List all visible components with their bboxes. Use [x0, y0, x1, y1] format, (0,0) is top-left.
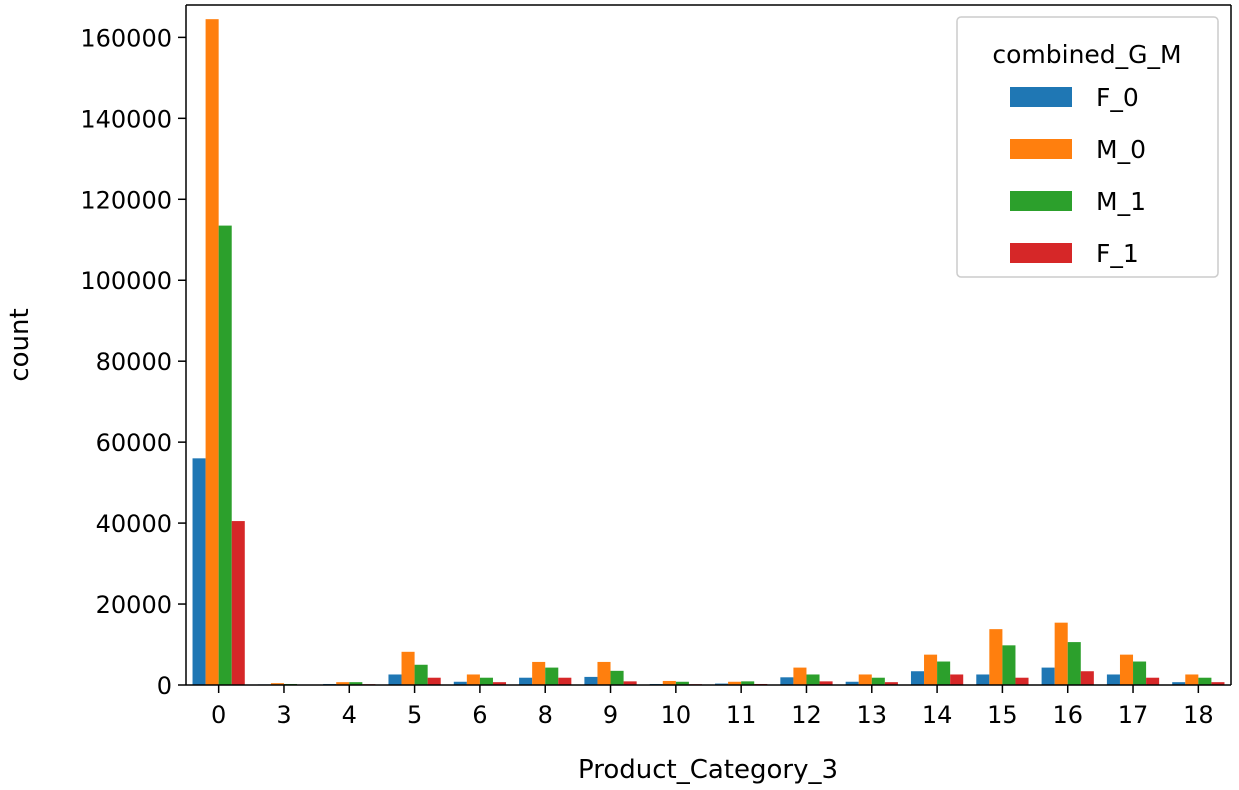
bar-M_0-12: [793, 667, 807, 685]
legend-title: combined_G_M: [992, 40, 1181, 69]
bar-M_1-5: [414, 664, 428, 685]
x-tick-label: 6: [472, 701, 487, 729]
bar-F_1-13: [884, 682, 898, 685]
bar-F_1-17: [1146, 677, 1160, 685]
bar-M_0-16: [1054, 622, 1068, 685]
x-tick-label: 4: [342, 701, 357, 729]
bar-F_0-9: [584, 676, 598, 685]
bar-M_0-13: [858, 674, 872, 685]
bar-F_0-13: [845, 681, 859, 685]
x-tick-label: 17: [1118, 701, 1149, 729]
legend: combined_G_M F_0 M_0 M_1 F_1: [956, 16, 1219, 278]
bar-F_1-8: [558, 677, 572, 685]
legend-frame: [956, 16, 1219, 278]
bar-M_0-5: [401, 651, 415, 685]
x-tick-label: 13: [857, 701, 888, 729]
x-tick-label: 5: [407, 701, 422, 729]
bar-F_1-12: [819, 681, 833, 685]
x-axis: 0 3 4 5 6 8 9 10 11 12 13 14 15 16 17 18: [211, 685, 1214, 729]
y-tick-label: 160000: [80, 24, 172, 52]
y-tick-label: 140000: [80, 105, 172, 133]
y-tick-label: 80000: [96, 348, 172, 376]
x-tick-label: 10: [661, 701, 692, 729]
y-tick-label: 40000: [96, 510, 172, 538]
bar-F_0-8: [519, 677, 533, 685]
bar-M_1-8: [545, 667, 559, 685]
bar-F_1-15: [1015, 677, 1029, 685]
x-tick-label: 12: [791, 701, 822, 729]
bar-F_1-0: [231, 521, 245, 685]
y-axis: 0 20000 40000 60000 80000 100000 120000 140000 1…: [80, 24, 186, 700]
bar-M_1-0: [218, 225, 232, 685]
legend-swatch-M_1: [1010, 191, 1072, 211]
y-tick-label: 100000: [80, 267, 172, 295]
bar-M_1-13: [871, 677, 885, 685]
bar-M_0-11: [728, 681, 742, 685]
x-axis-label: Product_Category_3: [578, 755, 838, 785]
bar-F_0-6: [453, 681, 467, 685]
x-tick-label: 18: [1183, 701, 1214, 729]
bar-F_0-17: [1106, 674, 1120, 685]
x-tick-label: 3: [276, 701, 291, 729]
legend-label-F_1: F_1: [1096, 239, 1139, 268]
bar-F_1-16: [1080, 671, 1094, 685]
bar-F_0-15: [976, 674, 990, 685]
bar-M_1-17: [1133, 661, 1147, 685]
bar-M_1-6: [479, 677, 493, 685]
bar-F_0-5: [388, 674, 402, 685]
bar-M_0-9: [597, 661, 611, 685]
legend-label-M_0: M_0: [1096, 135, 1146, 164]
legend-swatch-F_0: [1010, 87, 1072, 107]
bar-M_1-12: [806, 674, 820, 685]
bar-F_0-14: [910, 671, 925, 685]
bar-F_0-16: [1041, 667, 1055, 685]
x-tick-label: 9: [603, 701, 618, 729]
legend-label-F_0: F_0: [1096, 83, 1139, 112]
bar-F_1-18: [1211, 682, 1225, 685]
bar-M_0-15: [989, 629, 1003, 685]
x-tick-label: 14: [922, 701, 953, 729]
y-tick-label: 20000: [96, 591, 172, 619]
x-tick-label: 15: [987, 701, 1018, 729]
bar-M_0-10: [662, 680, 676, 685]
bar-M_0-6: [466, 674, 480, 685]
legend-label-M_1: M_1: [1096, 187, 1146, 216]
y-tick-label: 0: [157, 672, 172, 700]
legend-swatch-F_1: [1010, 243, 1072, 263]
bar-F_0-0: [192, 458, 206, 685]
x-tick-label: 11: [726, 701, 757, 729]
bar-M_0-14: [924, 654, 938, 685]
x-tick-label: 16: [1052, 701, 1083, 729]
bar-M_0-0: [205, 19, 219, 685]
x-tick-label: 8: [538, 701, 553, 729]
bar-M_0-8: [532, 661, 546, 685]
x-tick-label: 0: [211, 701, 226, 729]
bar-M_0-3: [270, 683, 284, 685]
bar-F_1-6: [492, 682, 507, 685]
bar-M_1-16: [1067, 642, 1081, 685]
bar-F_1-5: [427, 677, 441, 685]
bar-M_1-18: [1198, 677, 1212, 685]
bars: [192, 19, 1225, 685]
legend-swatch-M_0: [1010, 139, 1072, 159]
y-tick-label: 60000: [96, 429, 172, 457]
y-axis-label: count: [5, 308, 35, 381]
bar-F_0-12: [780, 677, 794, 685]
bar-M_1-15: [1002, 645, 1016, 685]
bar-M_1-11: [741, 681, 755, 685]
bar-M_1-9: [610, 670, 624, 685]
bar-M_0-4: [336, 682, 350, 685]
bar-M_0-17: [1119, 654, 1134, 685]
bar-F_0-18: [1172, 682, 1186, 685]
bar-F_1-9: [623, 681, 637, 685]
bar-M_1-10: [675, 681, 689, 685]
bar-M_0-18: [1185, 674, 1199, 685]
y-tick-label: 120000: [80, 186, 172, 214]
bar-M_1-4: [349, 682, 363, 685]
bar-F_1-14: [950, 674, 964, 685]
bar-M_1-14: [937, 661, 951, 685]
